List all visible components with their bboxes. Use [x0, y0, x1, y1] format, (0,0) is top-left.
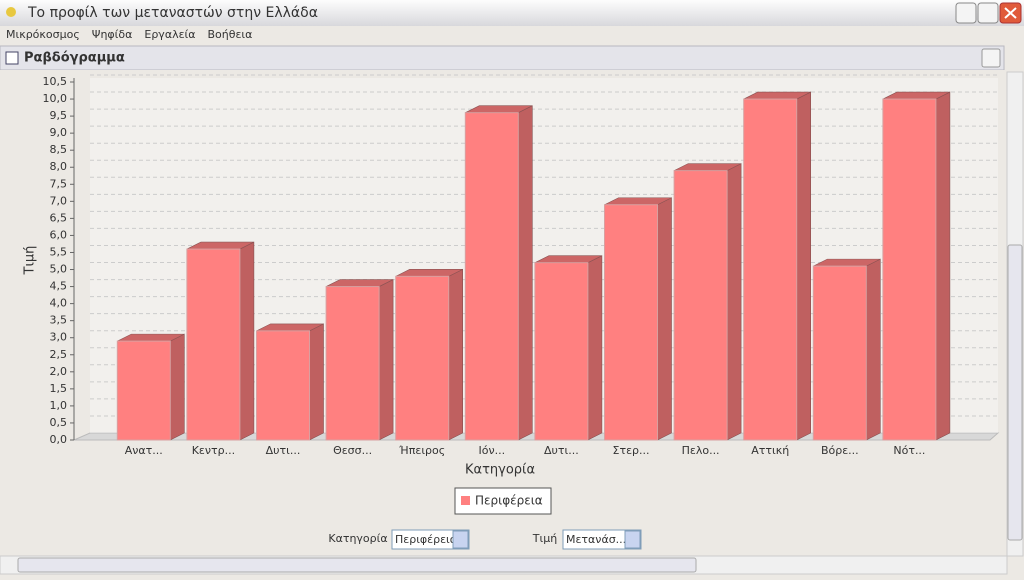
category-select-arrow[interactable]	[452, 530, 469, 549]
y-tick-label: 3,5	[50, 314, 68, 327]
x-tick-label: Ιόν...	[478, 444, 505, 457]
value-select[interactable]	[562, 529, 642, 550]
bar	[256, 330, 310, 441]
x-tick-label: Βόρε...	[821, 444, 859, 457]
bar-side	[448, 268, 464, 441]
bar	[812, 265, 867, 441]
menu-item[interactable]: Εργαλεία	[144, 28, 195, 41]
bar-side	[170, 333, 185, 441]
y-tick-label: 6,0	[50, 228, 68, 241]
legend	[454, 487, 552, 515]
y-tick-label: 7,5	[50, 177, 68, 190]
y-tick-label: 0,0	[50, 433, 68, 446]
bar-side	[309, 323, 324, 441]
bar	[882, 98, 937, 441]
bar-side	[657, 197, 672, 441]
bar-side	[239, 241, 255, 441]
y-tick-label: 10,0	[43, 92, 68, 105]
x-tick-label: Στερ...	[613, 444, 650, 457]
minimize-button[interactable]	[955, 2, 977, 24]
menu-item[interactable]: Βοήθεια	[208, 28, 253, 41]
y-tick-label: 5,0	[50, 263, 68, 276]
category-select[interactable]	[391, 529, 470, 550]
panel-icon	[5, 51, 19, 65]
y-axis-title: Τιμή	[23, 246, 38, 276]
menu-item[interactable]: Ψηφίδα	[92, 28, 133, 41]
legend-swatch	[461, 496, 470, 505]
x-tick-label: Πελο...	[682, 444, 720, 457]
menu-item[interactable]: Μικρόκοσμος	[6, 28, 80, 41]
bar	[534, 262, 589, 441]
category-select-value: Περιφέρεια	[395, 533, 457, 546]
y-tick-label: 6,5	[50, 211, 68, 224]
bar-side	[935, 91, 951, 441]
x-tick-label: Κεντρ...	[192, 444, 235, 457]
y-tick-label: 4,0	[50, 297, 68, 310]
x-tick-label: Δυτι...	[266, 444, 301, 457]
menu-bar	[0, 26, 1024, 44]
horizontal-scroll-thumb[interactable]	[17, 557, 697, 573]
close-icon	[1004, 7, 1017, 19]
y-tick-label: 1,0	[50, 399, 68, 412]
bar	[116, 340, 171, 441]
panel-header	[0, 45, 1005, 71]
y-tick-label: 3,0	[50, 331, 68, 344]
y-tick-label: 2,5	[50, 348, 68, 361]
bar-side	[796, 91, 812, 441]
x-tick-label: Δυτι...	[544, 444, 579, 457]
bar-side	[378, 279, 394, 441]
bar-side	[517, 105, 533, 441]
app-icon	[6, 7, 16, 17]
bar	[395, 275, 450, 441]
y-tick-label: 10,5	[43, 75, 68, 88]
maximize-button[interactable]	[977, 2, 999, 24]
y-tick-label: 5,5	[50, 245, 68, 258]
x-tick-label: Νότ...	[893, 444, 925, 457]
legend-label: Περιφέρεια	[475, 494, 543, 508]
x-tick-label: Ανατ...	[125, 444, 163, 457]
bar-side	[587, 255, 603, 441]
y-tick-label: 9,5	[50, 109, 68, 122]
x-axis-title: Κατηγορία	[465, 463, 535, 478]
y-tick-label: 4,5	[50, 280, 68, 293]
value-select-value: Μετανάσ...	[566, 533, 626, 546]
title-bar	[0, 0, 1024, 26]
y-tick-label: 2,0	[50, 365, 68, 378]
bar	[464, 112, 519, 441]
bar-side	[865, 258, 881, 441]
y-tick-label: 1,5	[50, 382, 68, 395]
bar	[325, 286, 380, 441]
bar	[604, 204, 658, 441]
value-control-label: Τιμή	[532, 532, 557, 545]
x-tick-label: Θεσσ...	[333, 444, 372, 457]
panel-restore[interactable]	[981, 48, 1001, 68]
y-tick-label: 7,0	[50, 194, 68, 207]
y-tick-label: 8,0	[50, 160, 68, 173]
bar	[743, 98, 798, 441]
x-tick-label: Ήπειρος	[398, 444, 445, 457]
panel-title: Ραβδόγραμμα	[24, 51, 125, 66]
y-tick-label: 8,5	[50, 143, 68, 156]
bar	[186, 248, 241, 441]
bar-side	[726, 163, 742, 441]
y-tick-label: 9,0	[50, 126, 68, 139]
vertical-scroll-thumb[interactable]	[1007, 244, 1023, 541]
bar	[673, 170, 728, 441]
category-control-label: Κατηγορία	[328, 532, 387, 545]
y-tick-label: 0,5	[50, 416, 68, 429]
window-title: Το προφίλ των μεταναστών στην Ελλάδα	[27, 5, 318, 21]
value-select-arrow[interactable]	[624, 530, 641, 549]
x-tick-label: Αττική	[751, 444, 789, 457]
